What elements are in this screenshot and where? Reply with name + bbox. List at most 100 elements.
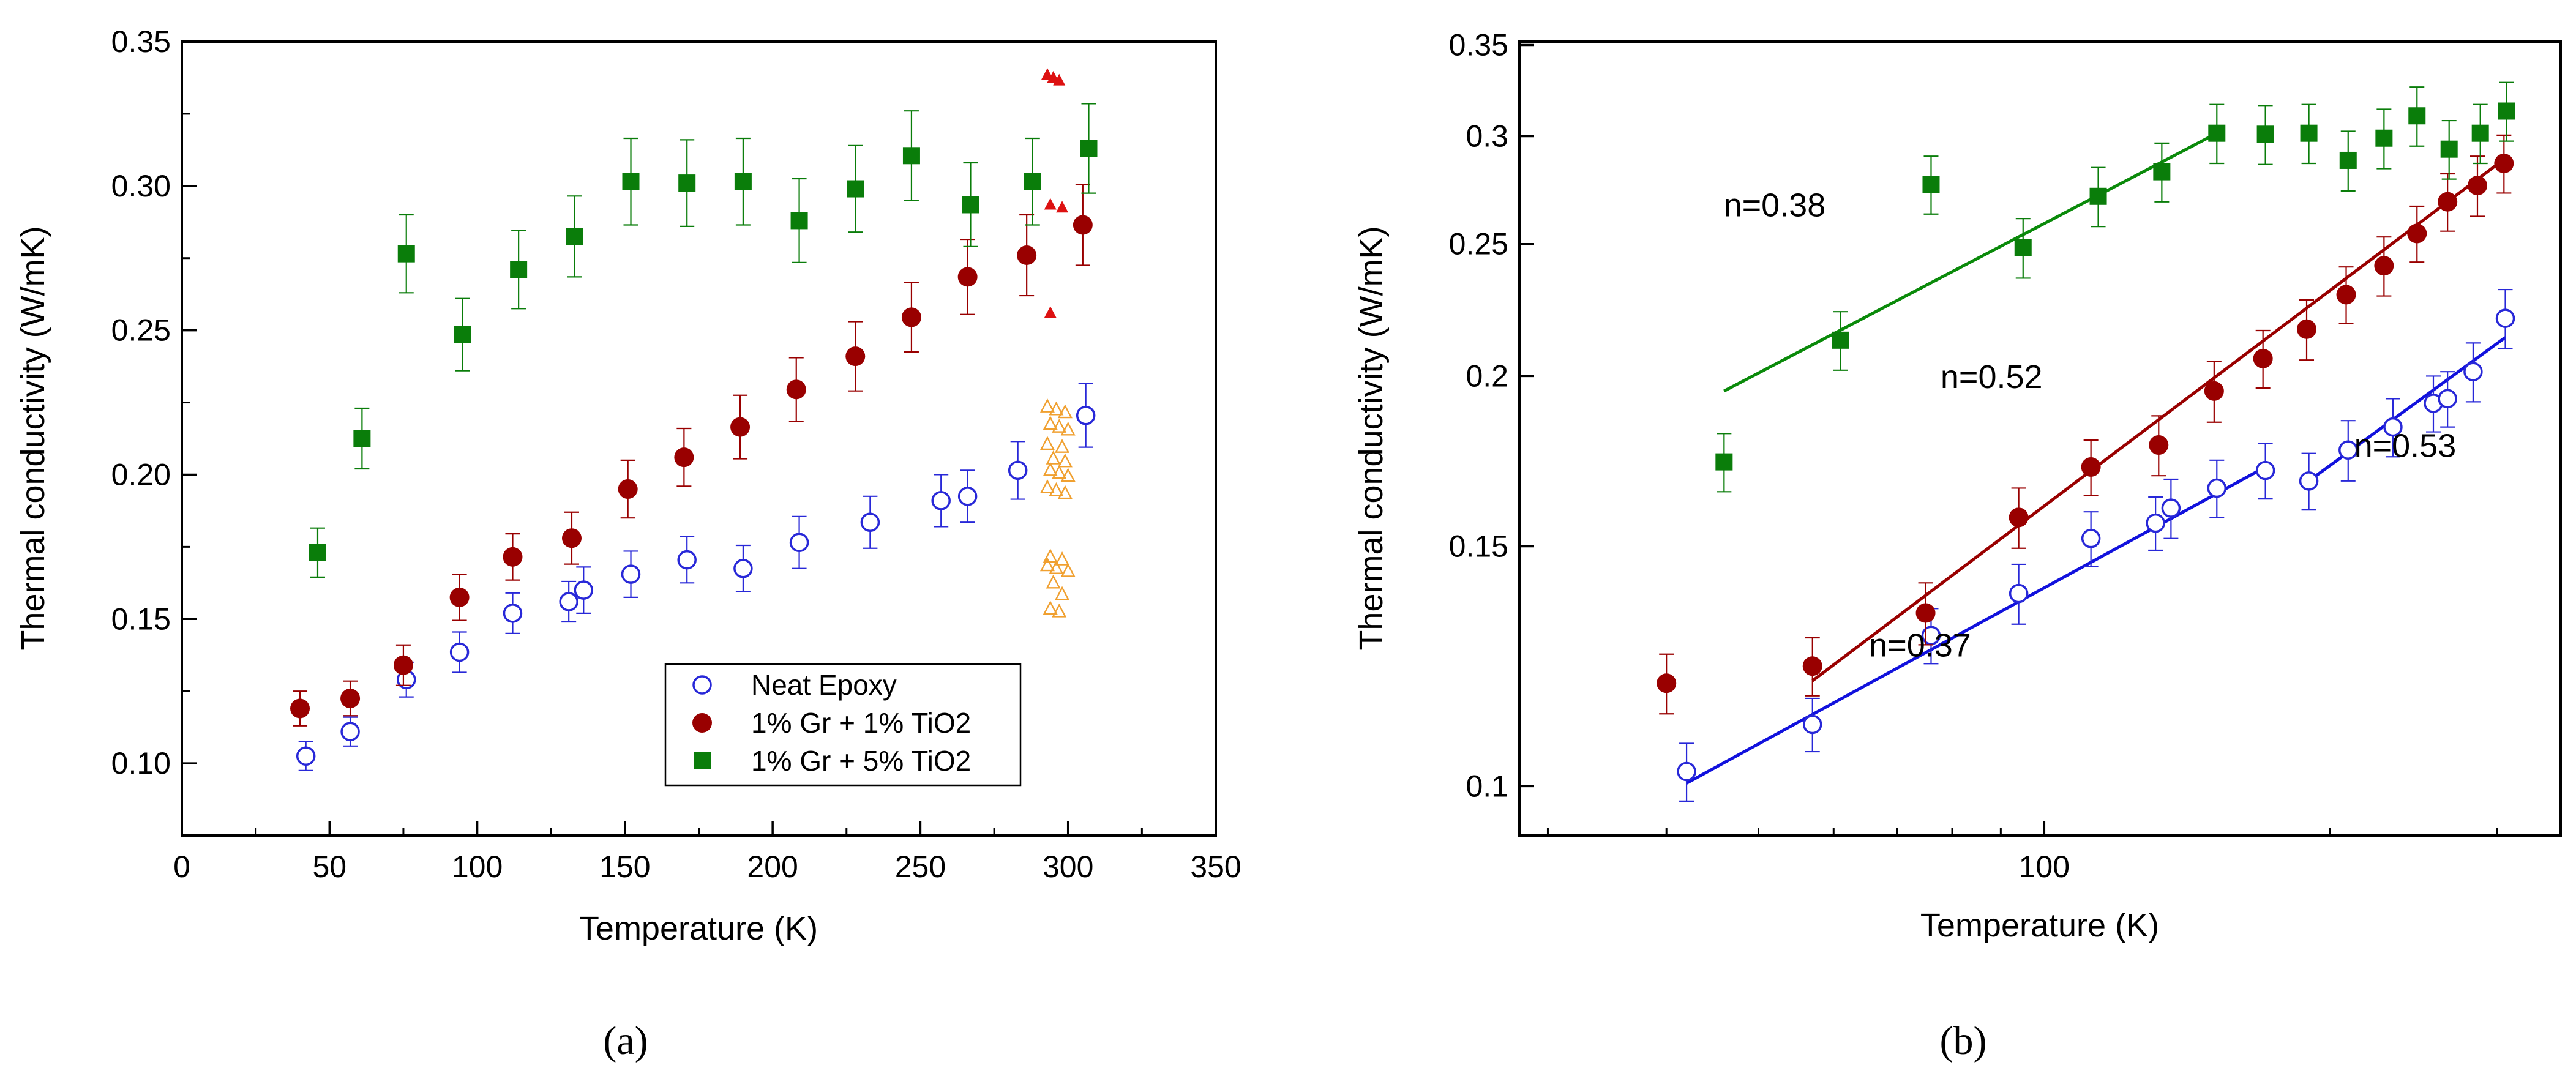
data-point [1060, 468, 1076, 482]
panel-a-series-1-gr-5-tio2 [309, 103, 1098, 578]
panel-a-x-tick-label: 100 [452, 850, 503, 884]
data-point [2146, 513, 2165, 533]
panel-b-axes: 100 0.1 0.15 0.2 0.25 0.3 0.35 [1449, 28, 2498, 884]
legend-marker [692, 713, 712, 733]
panel-a-y-axis-label: Thermal conductivity (W/mK) [15, 226, 51, 650]
data-point [2407, 223, 2427, 244]
data-point [2375, 129, 2393, 147]
fit-line-neat-epoxy [1685, 465, 2266, 785]
panel-b-y-tick-label: 0.1 [1466, 769, 1508, 803]
data-point [1802, 656, 1822, 676]
data-point [2299, 471, 2319, 491]
data-point [1060, 563, 1076, 577]
data-point [730, 417, 751, 437]
data-point [2471, 124, 2489, 142]
data-point [1080, 140, 1098, 157]
panel-b-y-axis-label: Thermal conductivity (W/mK) [1353, 226, 1390, 650]
data-point [1057, 453, 1073, 468]
data-point [677, 550, 697, 570]
data-point [618, 479, 638, 499]
data-point [2255, 460, 2275, 480]
data-point [2498, 102, 2515, 120]
data-point [340, 688, 361, 708]
data-point [1052, 465, 1067, 479]
data-point [2408, 107, 2426, 125]
data-point [1057, 404, 1073, 419]
data-point [1055, 551, 1070, 566]
legend-marker [694, 752, 711, 769]
panel-b-y-tick-label: 0.25 [1449, 227, 1508, 261]
panel-a-series-neat-epoxy [296, 383, 1096, 771]
data-point [1046, 574, 1061, 589]
data-point [2494, 154, 2514, 174]
panel-b-label: (b) [1940, 1019, 1987, 1063]
data-point [2297, 319, 2317, 339]
data-point [1053, 73, 1066, 86]
data-point [2256, 125, 2274, 143]
data-point [290, 698, 310, 719]
slope-annotation: n=0.52 [1941, 359, 2043, 395]
data-point [2438, 192, 2458, 212]
data-point [2153, 163, 2171, 181]
data-point [561, 528, 582, 548]
data-point [2014, 239, 2032, 256]
panel-a-y-tick-label: 0.25 [111, 313, 171, 348]
data-point [566, 228, 583, 245]
panel-a-label: (a) [603, 1019, 648, 1063]
panel-b-x-tick-label: 100 [2019, 850, 2070, 884]
panel-a-series-1-gr-1-tio2 [290, 184, 1093, 727]
data-point [503, 604, 523, 623]
data-point [1043, 416, 1058, 430]
data-point [2009, 507, 2029, 528]
panel-a-x-tick-label: 200 [747, 850, 798, 884]
panel-a-axes: 0 50 100 150 200 250 300 350 0.10 0.15 0.20 0.25 0.3… [111, 24, 1241, 884]
data-point [847, 180, 864, 198]
slope-annotation: n=0.37 [1869, 627, 1971, 664]
data-point [2161, 498, 2181, 518]
data-point [2204, 381, 2224, 401]
panel-a-x-tick-label: 300 [1043, 850, 1093, 884]
data-point [1008, 460, 1028, 480]
data-point [1039, 557, 1055, 572]
chart-panel-b: n=0.38 n=0.52 n=0.37 n=0.53 100 0.1 0.15 0.2 0.… [1353, 28, 2562, 1063]
data-point [1049, 401, 1064, 416]
data-point [1915, 603, 1936, 623]
legend-label: 1% Gr + 5% TiO2 [751, 745, 971, 777]
data-point [789, 533, 809, 553]
data-point [1055, 586, 1070, 600]
panel-a-y-tick-label: 0.20 [111, 457, 171, 492]
data-point [353, 430, 371, 447]
data-point [574, 580, 594, 600]
panel-a-y-tick-label: 0.30 [111, 169, 171, 203]
data-point [454, 326, 471, 343]
slope-annotation: n=0.38 [1724, 187, 1826, 223]
legend-entry-neat-epoxy: Neat Epoxy [692, 669, 897, 701]
data-point [2253, 348, 2273, 368]
panel-a-x-tick-label: 150 [599, 850, 650, 884]
data-point [1057, 485, 1073, 499]
data-point [621, 564, 641, 584]
data-point [2208, 124, 2226, 142]
data-point [1044, 306, 1057, 318]
panel-a-x-tick-label: 50 [312, 850, 346, 884]
data-point [2339, 151, 2357, 169]
panel-b-series-1-gr-1-tio2 [1657, 134, 2514, 715]
data-point [559, 592, 578, 611]
panel-b-data-layer: n=0.38 n=0.52 n=0.37 n=0.53 [1657, 81, 2515, 802]
data-point [1076, 406, 1096, 425]
data-point [734, 173, 752, 190]
panel-a-series-extra [1039, 398, 1076, 618]
legend-label: Neat Epoxy [751, 669, 897, 701]
data-point [397, 245, 415, 263]
panel-b-x-axis-label: Temperature (K) [1920, 907, 2159, 944]
data-point [2374, 256, 2394, 276]
slope-annotation: n=0.53 [2354, 427, 2457, 464]
data-point [1049, 482, 1064, 496]
data-point [860, 512, 880, 533]
data-point [962, 196, 979, 214]
data-point [2149, 435, 2169, 455]
data-point [1049, 560, 1064, 574]
data-point [2383, 417, 2403, 437]
panel-b-y-tick-label: 0.3 [1466, 119, 1508, 154]
